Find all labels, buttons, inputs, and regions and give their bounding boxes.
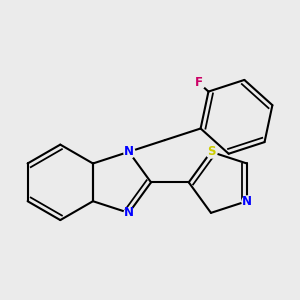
Text: N: N (124, 206, 134, 219)
Text: N: N (124, 145, 134, 158)
Text: N: N (242, 195, 252, 208)
Text: F: F (195, 76, 203, 89)
Text: S: S (207, 145, 215, 158)
